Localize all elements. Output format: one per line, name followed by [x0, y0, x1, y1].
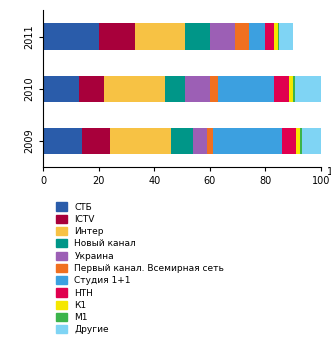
- Bar: [218, 76, 274, 102]
- Bar: [104, 76, 166, 102]
- Bar: [210, 76, 218, 102]
- Bar: [279, 24, 293, 50]
- Bar: [135, 24, 185, 50]
- Bar: [185, 24, 210, 50]
- Bar: [295, 76, 321, 102]
- Bar: [99, 24, 135, 50]
- Bar: [235, 24, 249, 50]
- Bar: [171, 128, 193, 154]
- Bar: [166, 76, 185, 102]
- Bar: [43, 76, 79, 102]
- Bar: [210, 24, 235, 50]
- Bar: [274, 76, 289, 102]
- Bar: [265, 24, 274, 50]
- Bar: [302, 128, 321, 154]
- Text: 100%: 100%: [327, 167, 331, 177]
- Bar: [213, 128, 282, 154]
- Bar: [300, 128, 302, 154]
- Bar: [296, 128, 300, 154]
- Bar: [207, 128, 213, 154]
- Legend: СТБ, ICTV, Интер, Новый канал, Украина, Первый канал. Всемирная сеть, Студия 1+1: СТБ, ICTV, Интер, Новый канал, Украина, …: [54, 200, 227, 337]
- Bar: [43, 128, 82, 154]
- Bar: [249, 24, 265, 50]
- Bar: [82, 128, 110, 154]
- Bar: [43, 24, 99, 50]
- Bar: [79, 76, 104, 102]
- Bar: [110, 128, 171, 154]
- Bar: [282, 128, 296, 154]
- Bar: [293, 76, 295, 102]
- Bar: [185, 76, 210, 102]
- Bar: [278, 24, 279, 50]
- Bar: [289, 76, 293, 102]
- Bar: [274, 24, 278, 50]
- Bar: [193, 128, 207, 154]
